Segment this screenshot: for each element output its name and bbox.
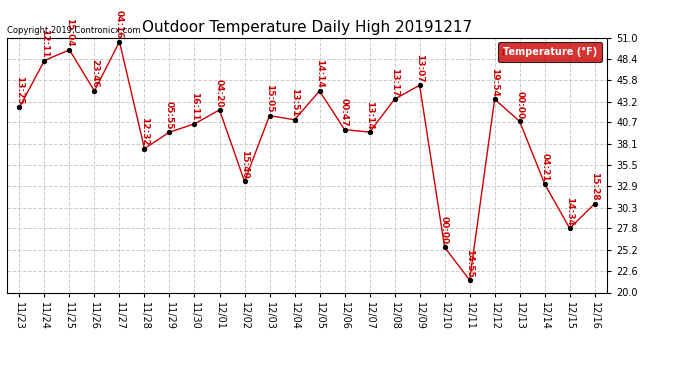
Title: Outdoor Temperature Daily High 20191217: Outdoor Temperature Daily High 20191217 [142,20,472,35]
Point [214,107,225,113]
Point [364,129,375,135]
Point [39,57,50,63]
Text: 04:21: 04:21 [540,153,549,181]
Text: 12:32: 12:32 [140,117,149,146]
Point [414,82,425,88]
Point [139,146,150,152]
Point [389,96,400,102]
Point [314,88,325,94]
Point [14,104,25,110]
Text: 15:05: 15:05 [265,84,274,113]
Text: 13:14: 13:14 [365,100,374,129]
Text: 13:07: 13:07 [415,54,424,82]
Text: 15:28: 15:28 [590,172,599,201]
Text: 16:11: 16:11 [190,93,199,121]
Text: Copyright 2019 Contronicx.com: Copyright 2019 Contronicx.com [7,26,140,35]
Text: 05:55: 05:55 [165,101,174,129]
Text: 19:54: 19:54 [490,68,499,96]
Text: 00:00: 00:00 [440,216,449,244]
Point [589,201,600,207]
Legend: Temperature (°F): Temperature (°F) [498,42,602,62]
Text: 13:25: 13:25 [15,76,24,105]
Text: 12:11: 12:11 [40,29,49,58]
Point [514,118,525,124]
Text: 15:04: 15:04 [65,18,74,47]
Text: 14:14: 14:14 [315,59,324,88]
Text: 14:55: 14:55 [465,249,474,278]
Text: 13:51: 13:51 [290,88,299,117]
Point [89,88,100,94]
Point [264,112,275,118]
Point [464,277,475,283]
Point [564,225,575,231]
Point [239,178,250,184]
Text: 04:20: 04:20 [215,79,224,107]
Text: 23:46: 23:46 [90,60,99,88]
Point [339,127,350,133]
Point [289,117,300,123]
Text: 04:16: 04:16 [115,10,124,39]
Point [489,96,500,102]
Point [439,244,450,250]
Point [164,129,175,135]
Point [114,39,125,45]
Text: 14:34: 14:34 [565,196,574,225]
Point [189,121,200,127]
Text: 13:17: 13:17 [390,68,399,96]
Text: 15:40: 15:40 [240,150,249,178]
Point [539,181,550,187]
Text: 00:00: 00:00 [515,90,524,118]
Text: 00:47: 00:47 [340,98,349,127]
Point [64,47,75,53]
